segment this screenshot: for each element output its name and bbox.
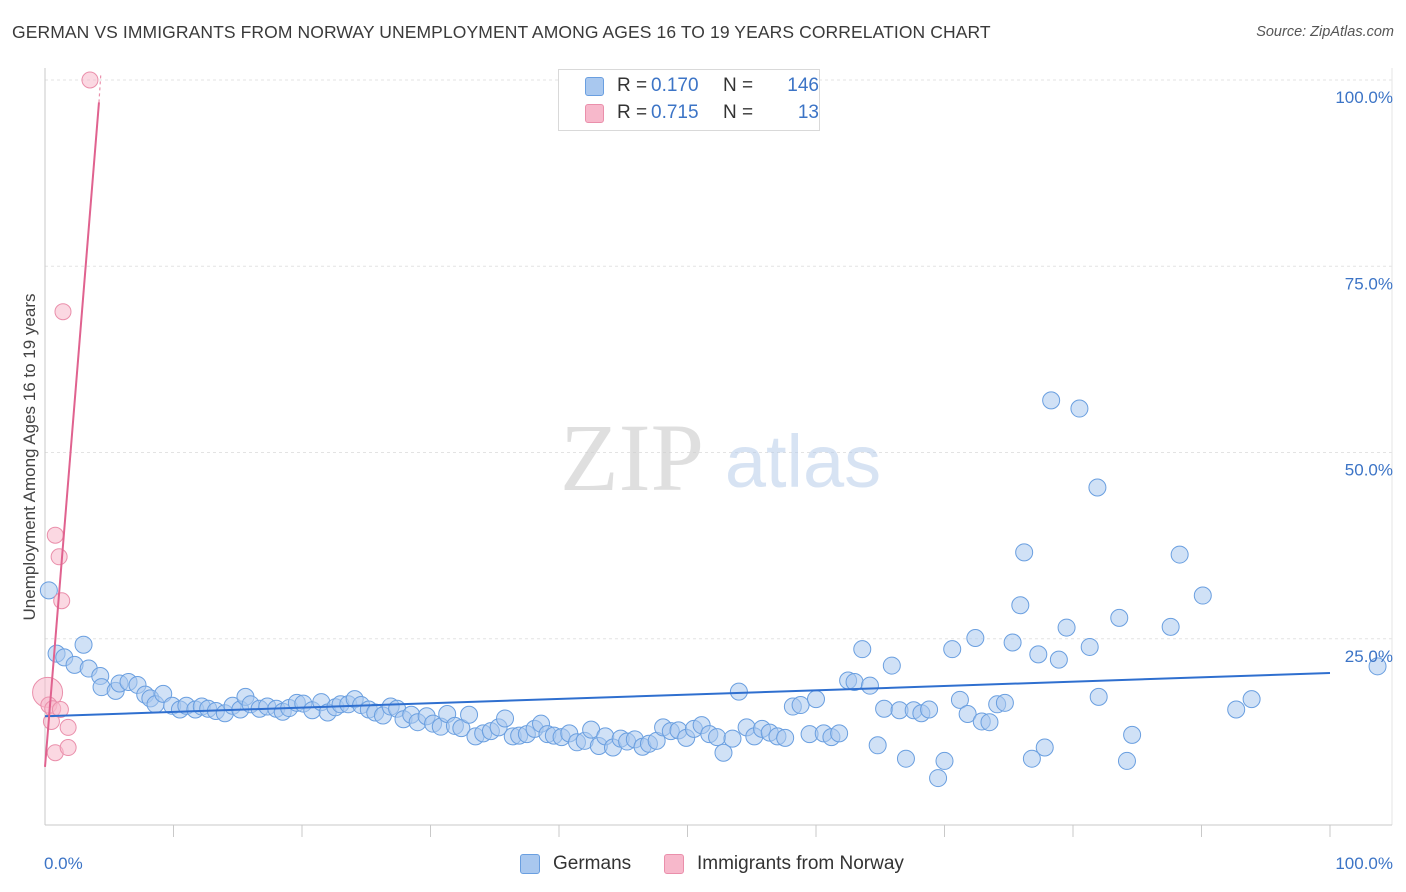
y-tick-label: 25.0% — [1345, 647, 1393, 666]
data-point-norway — [54, 303, 72, 321]
n-label: N = — [723, 102, 754, 123]
data-point-germans — [1049, 650, 1068, 669]
legend-swatch-pink — [585, 104, 604, 123]
legend-label: Immigrants from Norway — [697, 853, 904, 874]
data-point-norway — [59, 718, 77, 736]
data-point-germans — [807, 690, 825, 709]
data-point-germans — [868, 736, 887, 755]
trend-lines — [44, 72, 1331, 767]
trend-line-norway-extension — [98, 72, 102, 103]
data-point-germans — [980, 713, 999, 732]
watermark-atlas: atlas — [725, 420, 881, 503]
stats-legend: R = 0.170 N = 146 R = 0.715 N = 13 — [558, 69, 820, 131]
r-value: 0.715 — [651, 102, 699, 123]
x-tick-label: 100.0% — [1335, 854, 1393, 873]
watermark: ZIP atlas — [560, 404, 881, 511]
data-point-germans — [1242, 690, 1261, 709]
data-point-germans — [1193, 586, 1212, 605]
chart-title: GERMAN VS IMMIGRANTS FROM NORWAY UNEMPLO… — [12, 22, 991, 42]
data-point-germans — [1170, 545, 1189, 564]
data-point-germans — [729, 682, 748, 701]
axes — [44, 68, 1393, 837]
data-point-germans — [154, 684, 173, 703]
data-point-norway — [81, 71, 99, 89]
data-point-germans — [882, 656, 901, 675]
data-point-germans — [1042, 391, 1061, 410]
data-point-germans — [966, 629, 985, 648]
data-point-germans — [1088, 478, 1107, 497]
data-point-germans — [830, 724, 849, 743]
data-point-germans — [1080, 637, 1099, 656]
data-point-germans — [943, 640, 962, 659]
data-point-norway — [46, 526, 64, 544]
watermark-zip: ZIP — [560, 404, 704, 511]
data-point-germans — [1161, 617, 1180, 636]
data-point-germans — [1022, 749, 1041, 768]
data-point-germans — [929, 769, 948, 788]
data-point-germans — [723, 729, 742, 748]
data-point-germans — [1117, 751, 1136, 770]
data-point-germans — [776, 728, 795, 747]
data-point-germans — [452, 719, 471, 738]
data-point-germans — [1035, 738, 1054, 757]
data-point-germans — [1227, 700, 1246, 719]
r-label: R = — [617, 75, 648, 96]
data-point-germans — [896, 749, 915, 768]
data-point-germans — [1089, 687, 1108, 706]
series-germans — [39, 391, 1387, 788]
data-point-germans — [791, 696, 810, 715]
data-point-germans — [1015, 543, 1034, 562]
data-point-germans — [1123, 725, 1142, 744]
legend-swatch-blue — [585, 77, 604, 96]
y-tick-label: 75.0% — [1345, 274, 1393, 293]
data-point-germans — [853, 640, 872, 659]
trend-line-norway — [44, 102, 100, 767]
n-value: 13 — [797, 102, 819, 123]
data-point-germans — [714, 743, 733, 762]
data-point-germans — [1110, 608, 1129, 627]
data-point-germans — [1070, 399, 1089, 418]
data-point-germans — [950, 690, 969, 709]
data-point-germans — [1368, 657, 1387, 676]
y-tick-label: 100.0% — [1335, 88, 1393, 107]
data-point-germans — [1029, 645, 1048, 664]
y-tick-label: 50.0% — [1345, 461, 1393, 480]
n-value: 146 — [787, 75, 819, 96]
legend-swatch-blue — [520, 854, 540, 874]
data-point-norway — [50, 548, 68, 566]
source-label: Source: ZipAtlas.com — [1256, 24, 1394, 40]
data-point-germans — [958, 704, 977, 723]
data-point-germans — [935, 751, 954, 770]
r-label: R = — [617, 102, 648, 123]
data-point-germans — [708, 728, 727, 747]
tick-labels: 0.0% 100.0% 25.0% 50.0% 75.0% 100.0% — [44, 88, 1393, 873]
legend-swatch-pink — [664, 854, 684, 874]
data-point-germans — [875, 699, 894, 718]
data-point-germans — [496, 709, 515, 728]
data-point-germans — [1057, 618, 1076, 637]
x-tick-label: 0.0% — [44, 854, 83, 873]
legend-label: Germans — [553, 853, 632, 874]
data-point-germans — [74, 635, 93, 654]
data-point-germans — [860, 676, 879, 695]
data-point-germans — [1003, 633, 1022, 652]
trend-line-germans — [44, 672, 1331, 718]
data-point-germans — [460, 705, 479, 724]
data-point-norway — [59, 739, 77, 757]
data-point-germans — [995, 693, 1014, 712]
data-point-norway — [53, 592, 71, 610]
n-label: N = — [723, 75, 754, 96]
data-point-norway — [51, 701, 69, 719]
y-axis-label: Unemployment Among Ages 16 to 19 years — [20, 294, 39, 621]
series-legend: Germans Immigrants from Norway — [0, 852, 1406, 878]
data-point-germans — [1011, 596, 1030, 615]
data-point-germans — [39, 581, 58, 600]
data-point-germans — [920, 700, 939, 719]
grid — [45, 79, 1392, 640]
r-value: 0.170 — [651, 75, 699, 96]
